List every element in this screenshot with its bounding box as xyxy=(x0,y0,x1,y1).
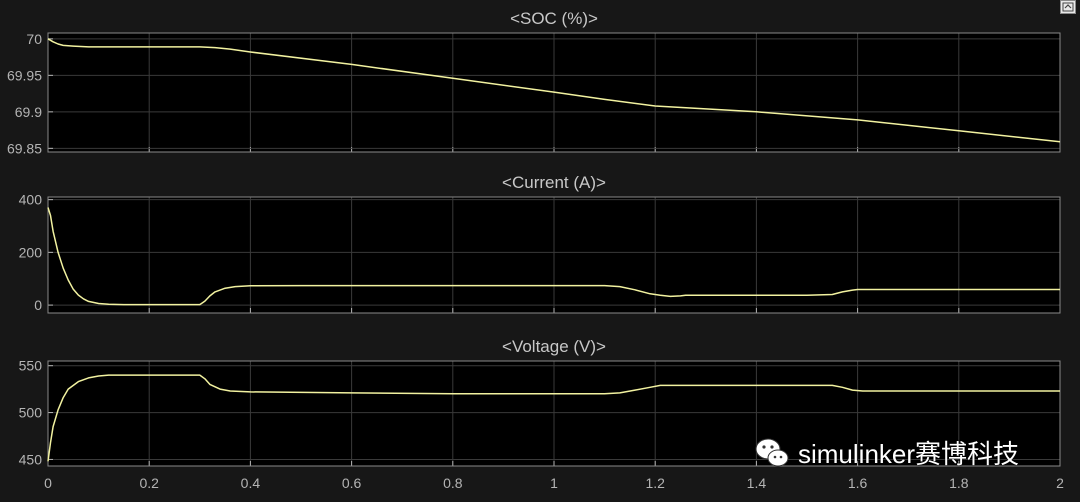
x-tick-label: 0.2 xyxy=(139,475,159,491)
y-tick-label: 500 xyxy=(19,405,43,421)
plot-2: 0 0.2 0.4 0.6 0.8 1 1.2 1.4 1.6 1.8 2 450 500 550 <Vol… xyxy=(19,337,1064,491)
x-tick-label: 1.2 xyxy=(645,475,665,491)
y-tick-label: 550 xyxy=(19,358,43,374)
x-tick-label: 1.8 xyxy=(949,475,969,491)
x-tick-label: 0 xyxy=(44,475,52,491)
x-tick-label: 1.6 xyxy=(848,475,868,491)
watermark-text: simulinker赛博科技 xyxy=(798,438,1020,469)
x-tick-label: 1 xyxy=(550,475,558,491)
signal-line xyxy=(47,374,1060,462)
axes-border xyxy=(47,196,1061,314)
x-tick-label: 1.4 xyxy=(747,475,767,491)
x-tick-label: 0.4 xyxy=(241,475,261,491)
axes-border xyxy=(47,32,1061,153)
y-tick-label: 69.85 xyxy=(7,140,42,156)
y-tick-label: 69.95 xyxy=(7,67,42,83)
plot-title: <Current (A)> xyxy=(502,173,606,192)
plot-title: <SOC (%)> xyxy=(510,9,598,28)
x-tick-label: 0.8 xyxy=(443,475,463,491)
signal-line xyxy=(47,38,1061,143)
plot-0: 69.85 69.9 69.95 70 <SOC (%)> xyxy=(7,9,1061,156)
x-tick-label: 2 xyxy=(1056,475,1064,491)
plot-1: 0 200 400 <Current (A)> xyxy=(19,173,1061,314)
signal-line xyxy=(47,207,1060,306)
y-tick-label: 0 xyxy=(34,297,42,313)
plot-title: <Voltage (V)> xyxy=(502,337,606,356)
wechat-logo-icon xyxy=(755,438,789,467)
axes-border xyxy=(47,360,1061,467)
y-tick-label: 70 xyxy=(26,31,42,47)
x-tick-label: 0.6 xyxy=(342,475,362,491)
watermark: simulinker赛博科技 xyxy=(752,432,1019,472)
y-tick-label: 69.9 xyxy=(15,104,42,120)
y-tick-label: 450 xyxy=(19,451,43,467)
undock-icon[interactable] xyxy=(1060,0,1076,14)
y-tick-label: 400 xyxy=(19,192,43,208)
y-tick-label: 200 xyxy=(19,244,43,260)
